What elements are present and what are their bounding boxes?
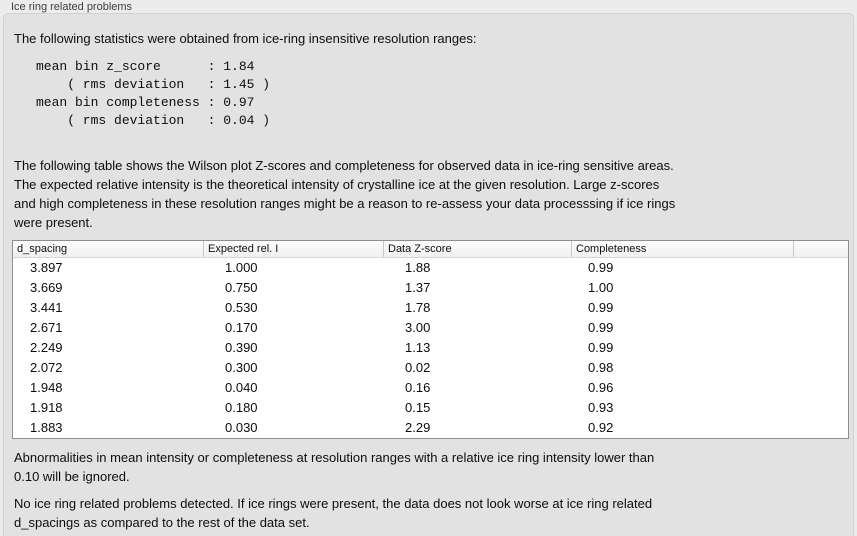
table-cell: 1.37	[405, 280, 431, 295]
table-cell: 3.897	[30, 260, 63, 275]
table-description-text: The following table shows the Wilson plo…	[14, 158, 676, 230]
table-row[interactable]: 1.918 0.180 0.15 0.93	[13, 398, 848, 418]
table-cell: 0.530	[225, 300, 258, 315]
table-cell: 1.88	[405, 260, 431, 275]
table-cell: 0.02	[405, 360, 431, 375]
table-row[interactable]: 2.072 0.300 0.02 0.98	[13, 358, 848, 378]
table-cell: 0.98	[588, 360, 614, 375]
column-header-data-z-score[interactable]: Data Z-score	[383, 241, 571, 257]
groupbox-title: Ice ring related problems	[10, 1, 137, 13]
table-row[interactable]: 3.897 1.000 1.88 0.99	[13, 258, 848, 278]
table-cell: 3.669	[30, 280, 63, 295]
table-cell: 0.99	[588, 340, 614, 355]
ice-ring-table: d_spacing Expected rel. I Data Z-score C…	[12, 240, 849, 439]
table-cell: 1.00	[588, 280, 614, 295]
table-cell: 3.441	[30, 300, 63, 315]
table-cell: 0.16	[405, 380, 431, 395]
table-cell: 0.170	[225, 320, 258, 335]
table-cell: 0.99	[588, 260, 614, 275]
table-row[interactable]: 3.441 0.530 1.78 0.99	[13, 298, 848, 318]
column-header-filler	[793, 241, 848, 257]
table-row[interactable]: 1.948 0.040 0.16 0.96	[13, 378, 848, 398]
statistics-text-block: mean bin z_score : 1.84 ( rms deviation …	[36, 59, 271, 128]
table-cell: 2.249	[30, 340, 63, 355]
table-cell-filler	[793, 378, 848, 398]
table-cell: 0.180	[225, 400, 258, 415]
table-body: 3.897 1.000 1.88 0.99 3.669 0.750 1.37 1.00 3.44…	[13, 258, 848, 438]
table-cell: 2.29	[405, 420, 431, 435]
table-cell: 0.030	[225, 420, 258, 435]
table-cell: 0.300	[225, 360, 258, 375]
table-cell-filler	[793, 278, 848, 298]
intro-text: The following statistics were obtained f…	[14, 31, 477, 46]
table-row[interactable]: 2.671 0.170 3.00 0.99	[13, 318, 848, 338]
table-cell: 0.390	[225, 340, 258, 355]
column-header-d-spacing[interactable]: d_spacing	[17, 243, 68, 255]
table-row[interactable]: 1.883 0.030 2.29 0.92	[13, 418, 848, 438]
table-cell: 0.750	[225, 280, 258, 295]
table-cell: 2.671	[30, 320, 63, 335]
table-cell: 0.93	[588, 400, 614, 415]
table-cell-filler	[793, 258, 848, 278]
table-cell: 1.000	[225, 260, 258, 275]
table-row[interactable]: 3.669 0.750 1.37 1.00	[13, 278, 848, 298]
table-cell: 2.072	[30, 360, 63, 375]
table-cell: 0.99	[588, 320, 614, 335]
table-cell: 0.92	[588, 420, 614, 435]
table-cell: 0.040	[225, 380, 258, 395]
table-cell: 1.13	[405, 340, 431, 355]
table-cell: 1.918	[30, 400, 63, 415]
conclusion-text: No ice ring related problems detected. I…	[14, 496, 653, 530]
table-row[interactable]: 2.249 0.390 1.13 0.99	[13, 338, 848, 358]
table-cell: 3.00	[405, 320, 431, 335]
table-cell: 0.96	[588, 380, 614, 395]
table-cell-filler	[793, 358, 848, 378]
table-header-row: d_spacing Expected rel. I Data Z-score C…	[13, 241, 848, 258]
table-cell: 1.78	[405, 300, 431, 315]
table-cell-filler	[793, 318, 848, 338]
table-cell-filler	[793, 298, 848, 318]
table-cell-filler	[793, 418, 848, 438]
table-cell-filler	[793, 338, 848, 358]
column-header-expected-rel-i[interactable]: Expected rel. I	[203, 241, 383, 257]
table-cell-filler	[793, 398, 848, 418]
table-cell: 1.883	[30, 420, 63, 435]
table-cell: 0.99	[588, 300, 614, 315]
ignore-note-text: Abnormalities in mean intensity or compl…	[14, 450, 655, 484]
column-header-completeness[interactable]: Completeness	[571, 241, 793, 257]
table-cell: 0.15	[405, 400, 431, 415]
table-cell: 1.948	[30, 380, 63, 395]
